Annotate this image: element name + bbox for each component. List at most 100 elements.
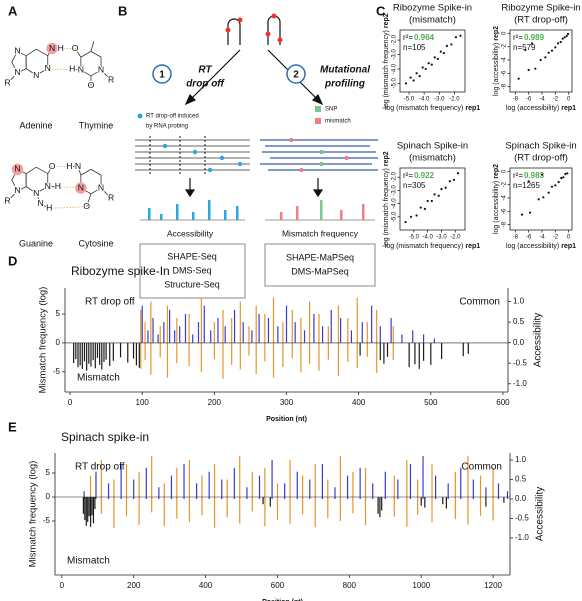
mini-bar (160, 214, 163, 220)
atom: N (45, 181, 51, 191)
base-name: Guanine (19, 238, 53, 248)
y-tick-label: 0 (46, 492, 51, 501)
point (537, 198, 540, 201)
legend-dot (137, 113, 143, 119)
y-tick-label: 0 (56, 338, 61, 347)
read-dot (219, 155, 225, 161)
probe (225, 27, 231, 33)
y-tick-label: -2 (502, 43, 508, 49)
point (419, 206, 422, 209)
protocol: DMS-MaPSeq (291, 266, 349, 276)
point (454, 36, 458, 39)
protocol-box (139, 243, 246, 299)
x-tick-label: 200 (127, 581, 141, 590)
point (440, 188, 443, 191)
x-tick-label: 400 (199, 581, 213, 590)
x-tick-label: 500 (424, 398, 438, 407)
x-tick-label: -4 (539, 97, 545, 103)
point (445, 44, 448, 47)
point (452, 178, 456, 181)
series-label: RT drop off (85, 297, 135, 308)
hairpin (227, 18, 241, 45)
atom: N (78, 64, 84, 74)
panel-label: A (8, 3, 18, 18)
y-tick-label: 5 (46, 468, 51, 477)
y2-tick-label: 0.5 (515, 475, 527, 484)
point (564, 172, 567, 176)
point (530, 42, 534, 45)
y-tick-label: -8 (502, 221, 508, 227)
series-label: Mismatch (67, 556, 110, 567)
arrow-head (312, 189, 324, 198)
atom: H (58, 43, 64, 53)
atom: N (33, 70, 39, 80)
point (444, 186, 447, 189)
protocol: DMS-Seq (172, 265, 211, 275)
n-text: n=105 (403, 43, 426, 52)
point (554, 184, 557, 187)
x-axis-label-text: log (mismatch frequency) (385, 243, 464, 250)
chart-title: Spinach Spike-in (397, 141, 468, 152)
mismatch-mark (300, 168, 303, 172)
atom: R (4, 77, 10, 87)
arrow-head (311, 93, 324, 106)
point (520, 213, 524, 216)
point (437, 194, 440, 197)
y2-tick-label: 0.0 (515, 494, 527, 503)
x-tick-label: 600 (271, 581, 285, 590)
r2-value: 0.983 (524, 171, 545, 180)
y2-tick-label: -0.5 (513, 358, 527, 367)
y-axis-label: log (mismatch frequency) rep2 (383, 13, 390, 108)
x-tick-label: -4.0 (419, 97, 430, 103)
x-tick-label: 1000 (412, 581, 430, 590)
protocol: Structure-Seq (164, 279, 220, 289)
point (442, 51, 445, 55)
y-axis-label: log (mismatch frequency) rep2 (383, 151, 390, 246)
panel-label: E (8, 419, 17, 434)
chart-title: Ribozyme spike-In (71, 264, 170, 278)
mini-bars (140, 200, 375, 221)
mini-bar (208, 200, 211, 220)
bond (100, 187, 112, 199)
atom: R (4, 195, 10, 205)
reads-dots (162, 143, 243, 173)
chart-title: Spinach Spike-in (505, 141, 576, 152)
point (561, 37, 564, 40)
x-axis-label: Position (nt) (262, 599, 303, 601)
atom: N (78, 182, 84, 192)
y-tick-label: -2.0 (392, 171, 398, 182)
r2-label: r²= (403, 33, 413, 42)
panel-label: D (8, 253, 17, 268)
x-tick-label: -5.0 (404, 97, 415, 103)
point (563, 36, 566, 39)
mini-bar (362, 204, 365, 220)
x-tick-label: -2.0 (450, 235, 461, 241)
point (427, 62, 430, 65)
y-tick-label: -5 (53, 367, 61, 376)
reads-left (135, 136, 250, 174)
n-label: n= (403, 43, 412, 52)
bond (47, 166, 53, 174)
snp-mark (320, 162, 323, 166)
r2-value: 0.964 (414, 33, 435, 42)
arrow-head (184, 93, 197, 106)
x-tick-label: 0 (68, 398, 73, 407)
bond (7, 190, 18, 202)
point (556, 42, 560, 45)
y-tick-label: 5 (56, 309, 61, 318)
hairpin-icons (225, 13, 283, 45)
highlight (75, 182, 87, 194)
method-name: RT (198, 65, 212, 76)
atom: N (45, 63, 51, 73)
x-tick-label: 1200 (484, 581, 502, 590)
mismatch-mark (345, 156, 348, 160)
x-tick-label: -3.0 (434, 97, 445, 103)
x-tick-label: 200 (208, 398, 222, 407)
x-tick-label: -5.0 (409, 235, 420, 241)
x-tick-label: -6 (526, 235, 532, 241)
mini-bar (224, 210, 227, 220)
bond (90, 41, 95, 52)
point (433, 56, 436, 59)
chart-subtitle: (mismatch) (409, 15, 456, 26)
